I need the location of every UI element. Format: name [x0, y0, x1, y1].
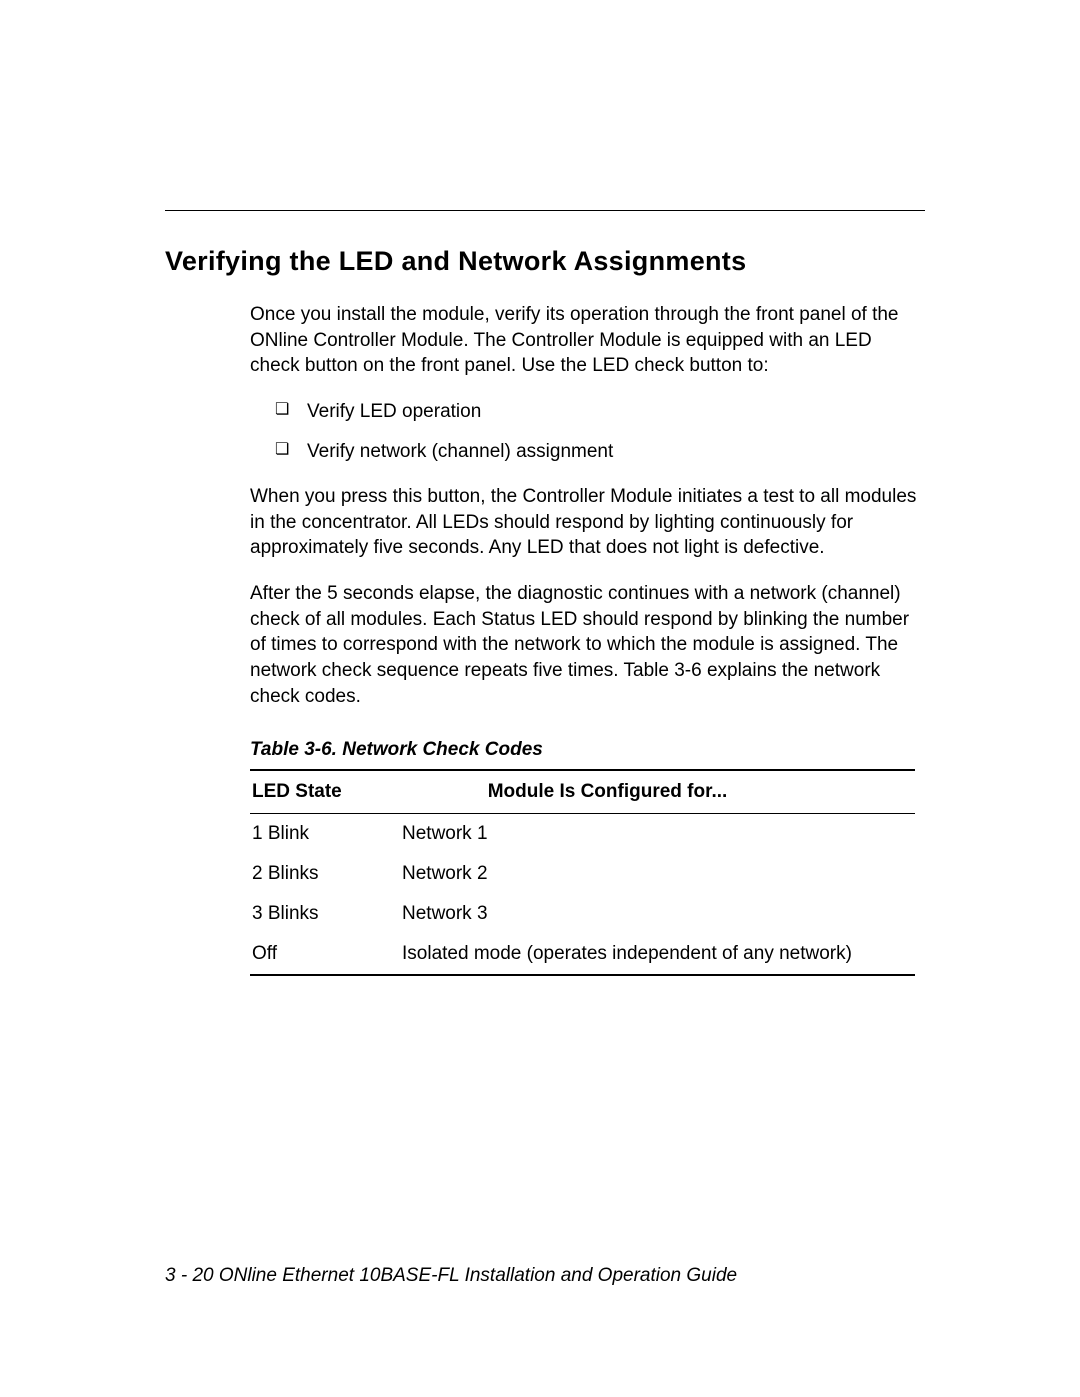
intro-paragraph: Once you install the module, verify its …: [250, 302, 925, 379]
table-header-row: LED State Module Is Configured for...: [250, 770, 915, 814]
table-row: Off Isolated mode (operates independent …: [250, 934, 915, 975]
cell-configured-for: Network 2: [400, 854, 915, 894]
cell-led-state: 2 Blinks: [250, 854, 400, 894]
diagnostic-paragraph: After the 5 seconds elapse, the diagnost…: [250, 581, 925, 709]
column-header-led-state: LED State: [250, 770, 400, 814]
cell-led-state: 1 Blink: [250, 814, 400, 855]
cell-led-state: Off: [250, 934, 400, 975]
cell-configured-for: Isolated mode (operates independent of a…: [400, 934, 915, 975]
top-horizontal-rule: [165, 210, 925, 211]
network-check-codes-table: LED State Module Is Configured for... 1 …: [250, 769, 915, 976]
page-footer: 3 - 20 ONline Ethernet 10BASE-FL Install…: [165, 1265, 737, 1287]
after-list-paragraph: When you press this button, the Controll…: [250, 484, 925, 561]
table-row: 2 Blinks Network 2: [250, 854, 915, 894]
cell-led-state: 3 Blinks: [250, 894, 400, 934]
cell-configured-for: Network 3: [400, 894, 915, 934]
page-heading: Verifying the LED and Network Assignment…: [165, 246, 925, 277]
list-item: Verify LED operation: [275, 399, 925, 425]
table-row: 3 Blinks Network 3: [250, 894, 915, 934]
check-button-uses-list: Verify LED operation Verify network (cha…: [275, 399, 925, 464]
table-caption: Table 3-6. Network Check Codes: [250, 739, 925, 761]
list-item: Verify network (channel) assignment: [275, 439, 925, 465]
column-header-configured-for: Module Is Configured for...: [400, 770, 915, 814]
cell-configured-for: Network 1: [400, 814, 915, 855]
table-row: 1 Blink Network 1: [250, 814, 915, 855]
